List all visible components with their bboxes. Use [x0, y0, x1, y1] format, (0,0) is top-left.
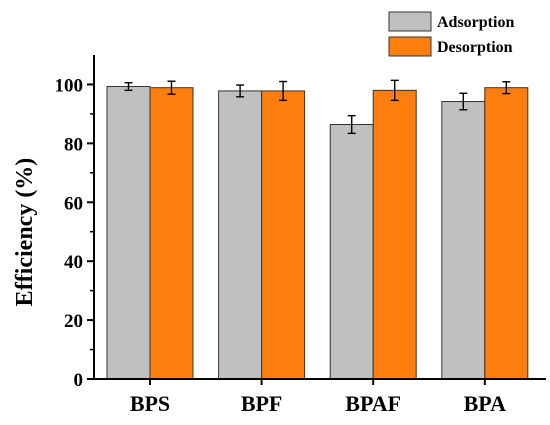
legend-label-adsorption: Adsorption — [437, 14, 514, 31]
error-bar-adsorption-bpf — [236, 84, 245, 98]
error-bar-adsorption-bpa — [459, 92, 468, 111]
x-tick-label-bpf: BPF — [241, 391, 283, 416]
bar-desorption-bps — [149, 87, 194, 380]
y-tick-label-20: 20 — [64, 311, 83, 332]
y-tick-label-100: 100 — [55, 75, 84, 96]
error-bar-adsorption-bpaf — [347, 114, 356, 135]
error-bar-desorption-bps — [167, 80, 176, 95]
axes-group — [87, 55, 546, 385]
x-tick-label-bps: BPS — [130, 391, 170, 416]
error-bar-desorption-bpf — [279, 80, 288, 102]
bar-adsorption-bpa — [441, 101, 486, 380]
x-tick-label-bpa: BPA — [464, 391, 506, 416]
bar-adsorption-bpaf — [329, 124, 374, 380]
y-tick-label-60: 60 — [64, 193, 83, 214]
x-tick-label-bpaf: BPAF — [345, 391, 401, 416]
error-bar-adsorption-bps — [124, 81, 133, 92]
error-bar-desorption-bpaf — [390, 79, 399, 102]
bars-group — [106, 86, 529, 380]
legend: Adsorption Desorption — [388, 11, 514, 57]
legend-swatch-adsorption — [388, 11, 432, 32]
bar-adsorption-bpf — [218, 90, 263, 380]
y-tick-label-40: 40 — [64, 252, 83, 273]
legend-swatch-desorption — [388, 36, 432, 57]
y-tick-label-80: 80 — [64, 134, 83, 155]
legend-label-desorption: Desorption — [437, 39, 513, 56]
y-tick-labels: 0 20 40 60 80 100 — [55, 75, 84, 391]
x-category-labels: BPS BPF BPAF BPA — [130, 391, 506, 416]
bar-desorption-bpf — [261, 90, 306, 380]
y-tick-label-0: 0 — [74, 370, 84, 391]
bar-desorption-bpa — [484, 87, 529, 380]
y-axis-title: Efficiency (%) — [12, 158, 38, 307]
bar-adsorption-bps — [106, 86, 151, 380]
bar-desorption-bpaf — [372, 89, 417, 380]
error-bar-desorption-bpa — [502, 81, 511, 95]
error-bars-group — [124, 79, 511, 135]
